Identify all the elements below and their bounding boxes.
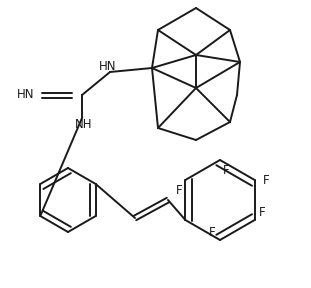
Text: F: F — [223, 164, 229, 177]
Text: F: F — [259, 206, 266, 219]
Text: F: F — [176, 183, 183, 196]
Text: F: F — [209, 226, 215, 238]
Text: HN: HN — [17, 88, 35, 101]
Text: NH: NH — [75, 118, 93, 132]
Text: F: F — [263, 173, 270, 187]
Text: HN: HN — [99, 60, 117, 73]
